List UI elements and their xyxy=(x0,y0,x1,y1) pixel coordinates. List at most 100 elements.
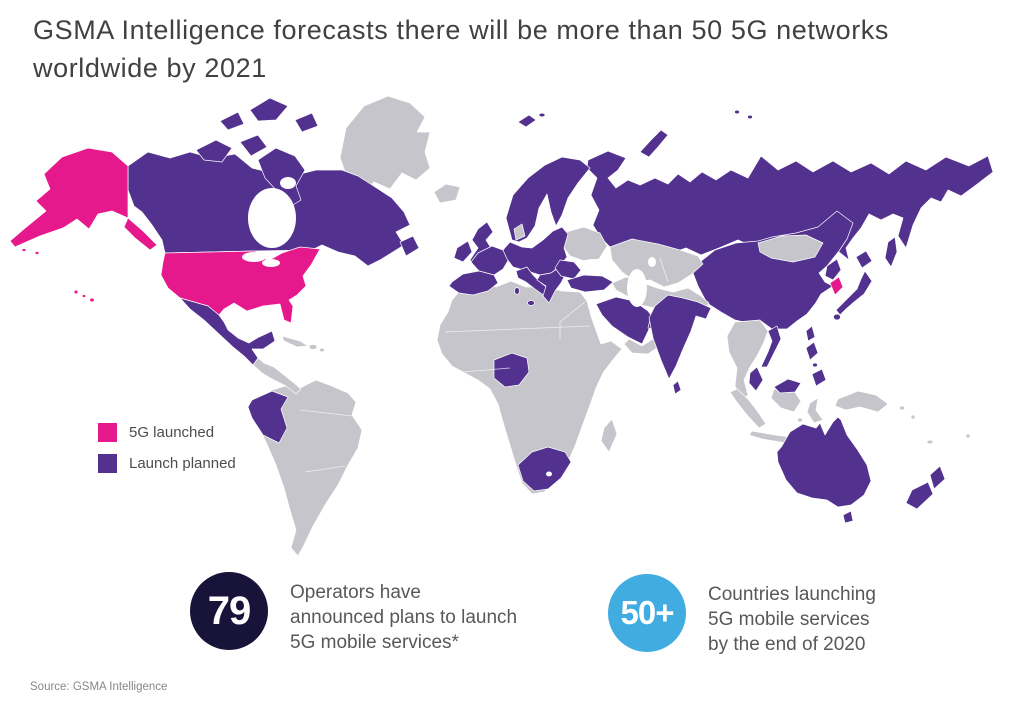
map-region-central-america xyxy=(252,357,302,395)
map-region-antilles xyxy=(319,347,325,353)
map-region-turkey xyxy=(566,274,614,293)
map-region-mongolia xyxy=(757,234,824,263)
map-region-france xyxy=(470,245,510,276)
map-region-vietnam xyxy=(760,325,782,368)
map-region-hawaii-2 xyxy=(81,294,87,298)
map-region-hawaii-1 xyxy=(73,289,79,295)
map-region-luzon xyxy=(805,341,819,361)
title-line-2: worldwide by 2021 xyxy=(33,52,267,83)
hudson-bay-water xyxy=(248,188,296,248)
page-title: GSMA Intelligence forecasts there will b… xyxy=(33,12,1008,88)
map-region-south-korea xyxy=(829,276,844,296)
world-map xyxy=(0,90,1024,570)
map-region-cuba xyxy=(281,335,309,348)
map-region-fiji xyxy=(965,433,971,439)
legend-label-planned: Launch planned xyxy=(129,454,236,472)
map-region-greenland xyxy=(339,95,431,194)
map-region-madagascar xyxy=(600,418,618,453)
stat-circle-countries: 50+ xyxy=(608,574,686,652)
country-borders xyxy=(299,257,669,473)
lesotho-cutout xyxy=(546,471,552,477)
map-region-sardinia xyxy=(514,287,520,295)
map-region-peru xyxy=(247,390,289,444)
map-region-honshu xyxy=(835,270,873,316)
map-region-visayas xyxy=(812,362,818,368)
map-region-ellesmere xyxy=(249,97,289,122)
map-region-svalbard-2 xyxy=(538,112,546,118)
title-line-1: GSMA Intelligence forecasts there will b… xyxy=(33,15,889,45)
map-region-moluccas xyxy=(797,417,803,423)
stat-value-operators: 79 xyxy=(207,588,251,633)
map-region-new-caledonia xyxy=(926,439,934,445)
map-region-ireland xyxy=(453,240,473,263)
caspian-sea-water xyxy=(627,269,647,307)
map-region-vanuatu xyxy=(910,414,916,420)
map-region-sicily xyxy=(527,300,535,306)
source-attribution: Source: GSMA Intelligence xyxy=(30,681,168,693)
map-region-denmark xyxy=(513,223,526,241)
legend-swatch-launched xyxy=(98,422,117,442)
map-region-south-africa xyxy=(517,446,572,492)
map-region-aleutians-1 xyxy=(21,248,27,252)
aral-sea-water xyxy=(648,257,656,267)
map-region-nz-north-island xyxy=(929,465,946,490)
map-region-iberia xyxy=(448,270,499,296)
map-region-kyushu xyxy=(833,313,841,321)
map-region-new-guinea xyxy=(834,390,889,413)
stat-text-operators: Operators have announced plans to launch… xyxy=(290,582,518,654)
map-region-newfoundland xyxy=(399,235,420,257)
map-region-mindanao xyxy=(811,368,827,387)
map-region-hawaii-3 xyxy=(89,297,95,303)
map-region-indochina xyxy=(726,319,769,401)
world-map-svg xyxy=(9,95,994,557)
foxe-basin-water xyxy=(280,177,296,189)
stat-circle-operators: 79 xyxy=(190,572,268,650)
map-region-scandinavia xyxy=(505,156,591,243)
map-region-africa xyxy=(436,280,623,495)
map-region-hokkaido xyxy=(855,250,873,269)
map-region-franz-josef-1 xyxy=(734,109,740,115)
map-region-russia xyxy=(586,150,994,261)
legend-swatch-planned xyxy=(98,453,117,473)
map-region-ukraine-belarus xyxy=(561,226,608,262)
great-lakes-water-1 xyxy=(242,252,266,262)
map-region-north-korea xyxy=(824,258,842,281)
map-region-sulawesi xyxy=(806,397,824,424)
map-region-australia xyxy=(776,416,872,508)
map-region-nz-south-island xyxy=(905,481,934,510)
legend-label-launched: 5G launched xyxy=(129,423,215,441)
map-legend: 5G launched Launch planned xyxy=(98,421,236,483)
map-region-taiwan xyxy=(805,325,816,342)
map-region-mexico xyxy=(179,297,276,366)
map-region-sumatra xyxy=(729,388,767,429)
map-region-alaska-panhandle xyxy=(123,217,158,251)
map-region-baffin-island xyxy=(257,147,306,209)
stat-operators: 79 Operators have announced plans to lau… xyxy=(190,572,517,655)
map-region-malaysia-borneo xyxy=(773,378,802,394)
stat-value-countries: 50+ xyxy=(620,594,675,631)
map-region-arctic-island-2 xyxy=(239,134,268,157)
legend-item-launched: 5G launched xyxy=(98,421,236,443)
map-region-solomons xyxy=(899,405,905,411)
great-lakes-water-2 xyxy=(262,259,280,267)
stat-countries: 50+ Countries launching 5G mobile servic… xyxy=(608,574,876,657)
map-region-nigeria xyxy=(493,352,530,388)
map-region-franz-josef-2 xyxy=(747,114,753,120)
stat-text-countries: Countries launching 5G mobile services b… xyxy=(708,584,876,656)
map-region-tasmania xyxy=(842,510,854,524)
map-region-alaska xyxy=(9,147,129,248)
map-region-arctic-island-4 xyxy=(294,112,319,133)
map-region-arctic-island-3 xyxy=(219,111,245,131)
map-region-aleutians-2 xyxy=(34,251,40,255)
legend-item-planned: Launch planned xyxy=(98,452,236,474)
map-region-novaya-zemlya xyxy=(639,129,669,158)
black-sea-water xyxy=(578,259,610,273)
map-region-sakhalin xyxy=(884,236,898,268)
map-region-sri-lanka xyxy=(672,380,682,395)
map-region-malaysia-peninsula xyxy=(748,366,764,392)
map-region-india xyxy=(648,294,712,380)
map-region-iceland xyxy=(433,183,461,204)
map-region-usa xyxy=(160,246,321,324)
map-region-svalbard xyxy=(517,114,537,128)
